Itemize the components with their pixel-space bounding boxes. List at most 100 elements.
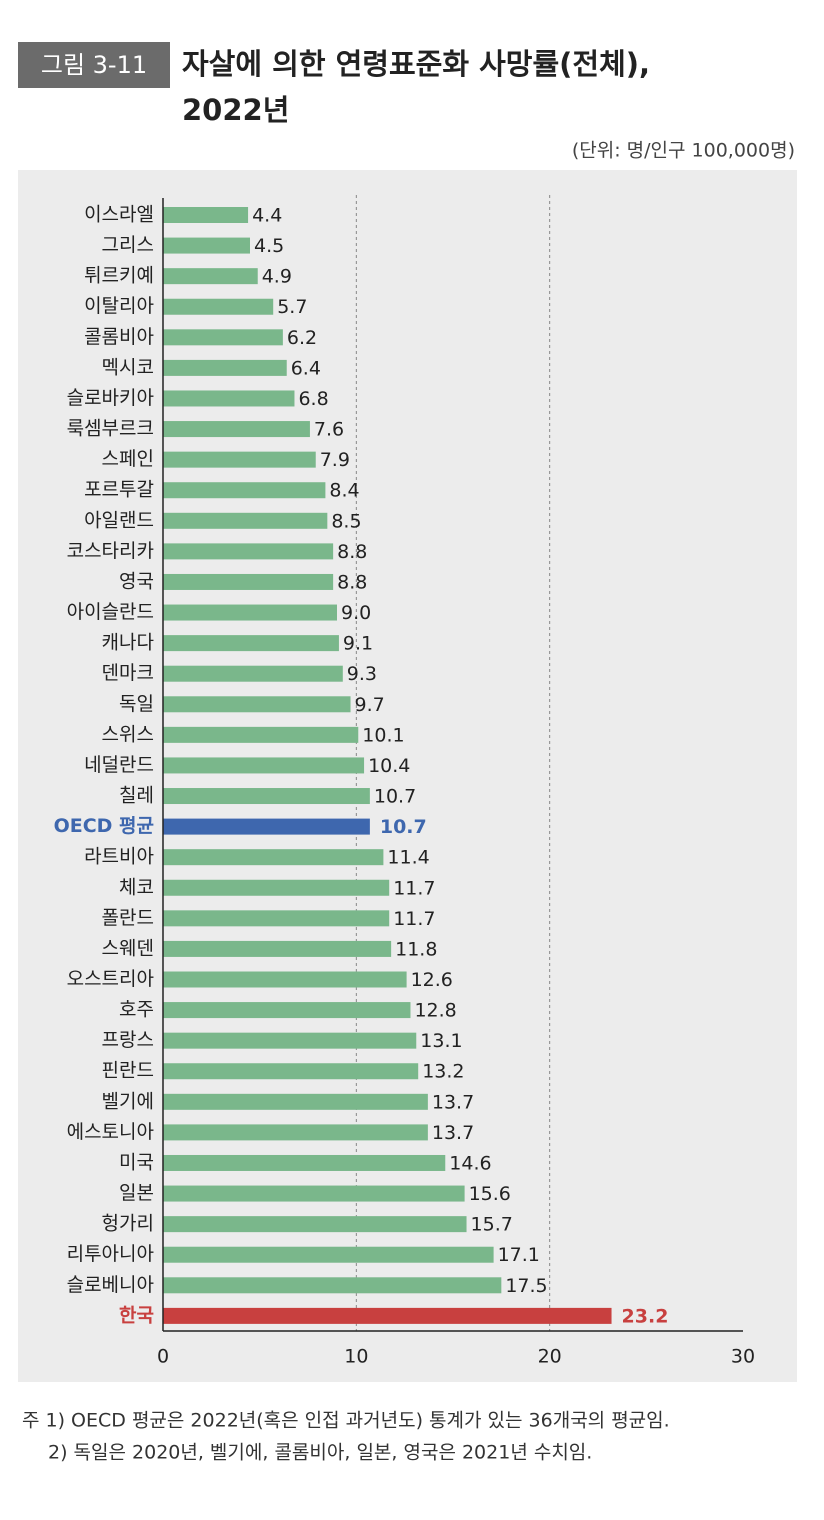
value-label: 8.8: [337, 541, 367, 563]
value-label: 5.7: [277, 296, 307, 318]
y-tick-label: 독일: [119, 693, 154, 715]
bar: [163, 604, 337, 621]
value-label: 10.7: [380, 816, 427, 838]
y-tick-label: 콜롬비아: [84, 326, 154, 348]
y-tick-label: 스웨덴: [102, 937, 154, 959]
bar: [163, 879, 390, 896]
y-tick-label: 이스라엘: [84, 204, 154, 226]
value-label: 6.8: [298, 388, 328, 410]
y-tick-label: 리투아니아: [67, 1243, 154, 1265]
value-label: 7.6: [314, 419, 344, 441]
bar: [163, 207, 249, 223]
y-tick-label: 폴란드: [102, 907, 154, 929]
value-label: 11.7: [393, 877, 435, 899]
value-label: 9.1: [343, 633, 373, 655]
value-label: 13.1: [420, 1030, 462, 1052]
y-tick-label: 아이슬란드: [67, 601, 154, 623]
bar: [163, 849, 384, 866]
y-tick-label: 헝가리: [102, 1213, 154, 1235]
bar: [163, 1124, 428, 1141]
y-tick-label: 벨기에: [102, 1090, 154, 1112]
y-tick-label: 스위스: [102, 723, 154, 745]
value-label: 7.9: [320, 449, 350, 471]
value-label: 13.7: [432, 1091, 474, 1113]
bar: [163, 237, 250, 254]
bar: [163, 1093, 428, 1110]
bar: [163, 635, 339, 652]
bar: [163, 971, 407, 988]
bar: [163, 1002, 411, 1019]
value-label: 17.1: [498, 1244, 540, 1266]
bar: [163, 329, 283, 346]
bar: [163, 910, 390, 927]
x-tick-label: 10: [344, 1346, 368, 1368]
value-label: 8.4: [329, 480, 359, 502]
value-label: 6.4: [291, 357, 321, 379]
bar: [163, 543, 334, 560]
plot-panel: [18, 170, 797, 1382]
bar: [163, 696, 351, 713]
bar: [163, 512, 328, 529]
y-tick-label: 스페인: [102, 448, 154, 470]
value-label: 9.0: [341, 602, 371, 624]
y-tick-label: 포르투갈: [84, 479, 154, 501]
y-tick-label: 프랑스: [102, 1029, 154, 1051]
y-tick-label: 룩셈부르크: [67, 418, 154, 440]
bar: [163, 1032, 417, 1049]
y-tick-label: 핀란드: [102, 1060, 154, 1082]
y-tick-label: 체코: [119, 876, 154, 898]
bar: [163, 940, 392, 957]
x-tick-label: 30: [731, 1346, 755, 1368]
y-tick-label: OECD 평균: [54, 815, 154, 837]
y-tick-label: 칠레: [119, 785, 154, 807]
y-tick-label: 이탈리아: [84, 295, 154, 317]
value-label: 13.7: [432, 1122, 474, 1144]
y-tick-label: 에스토니아: [67, 1121, 154, 1143]
value-label: 15.6: [469, 1183, 511, 1205]
value-label: 10.4: [368, 755, 410, 777]
y-tick-label: 미국: [119, 1151, 154, 1173]
bar: [163, 1216, 467, 1233]
y-tick-label: 오스트리아: [67, 968, 154, 990]
bar: [163, 1277, 502, 1294]
value-label: 11.4: [387, 847, 429, 869]
bar: [163, 390, 295, 407]
bar: [163, 1063, 419, 1080]
figure-label: 그림 3-11: [41, 51, 147, 79]
value-label: 4.4: [252, 205, 282, 227]
y-tick-label: 슬로바키아: [67, 387, 154, 409]
value-label: 9.7: [355, 694, 385, 716]
bar: [163, 1154, 446, 1171]
value-label: 17.5: [505, 1275, 547, 1297]
bar: [163, 1246, 494, 1263]
value-label: 14.6: [449, 1152, 491, 1174]
bar: [163, 757, 365, 774]
y-tick-label: 영국: [119, 570, 154, 592]
note: 주 1) OECD 평균은 2022년(혹은 인접 과거년도) 통계가 있는 3…: [22, 1410, 670, 1432]
bar: [163, 298, 274, 315]
bar: [163, 726, 359, 743]
bar: [163, 788, 370, 805]
bar: [163, 268, 258, 285]
value-label: 23.2: [622, 1305, 669, 1327]
value-label: 11.8: [395, 938, 437, 960]
chart-title: 자살에 의한 연령표준화 사망률(전체),: [182, 47, 650, 81]
unit-label: (단위: 명/인구 100,000명): [572, 140, 795, 162]
value-label: 8.8: [337, 571, 367, 593]
bar: [163, 421, 310, 438]
value-label: 4.9: [262, 266, 292, 288]
value-label: 15.7: [471, 1214, 513, 1236]
y-tick-label: 한국: [119, 1304, 154, 1326]
y-tick-label: 멕시코: [102, 356, 154, 378]
bar: [163, 451, 316, 468]
bar: [163, 665, 343, 682]
y-tick-label: 캐나다: [102, 632, 154, 654]
value-label: 4.5: [254, 235, 284, 257]
figure-badge: [18, 42, 170, 88]
bar: [163, 359, 287, 376]
x-tick-label: 20: [538, 1346, 562, 1368]
bar: [163, 482, 326, 499]
y-tick-label: 슬로베니아: [67, 1274, 154, 1296]
value-label: 8.5: [331, 510, 361, 532]
